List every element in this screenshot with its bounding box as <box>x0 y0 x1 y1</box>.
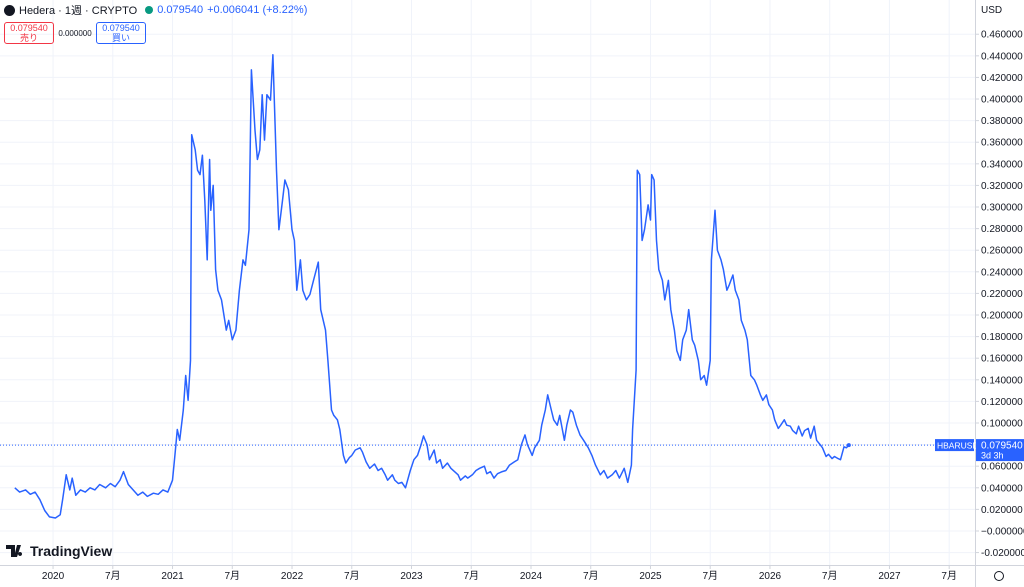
y-tick-label: 0.120000 <box>981 397 1023 408</box>
y-tick-label: 0.400000 <box>981 95 1023 106</box>
x-tick-label: 2020 <box>42 571 65 582</box>
sell-price: 0.079540 <box>10 23 48 33</box>
currency: USD <box>981 5 1002 16</box>
y-tick-label: 0.180000 <box>981 332 1023 343</box>
buy-price: 0.079540 <box>102 23 140 33</box>
logo-text: TradingView <box>30 543 112 559</box>
y-tick-label: 0.440000 <box>981 51 1023 62</box>
x-tick-label: 2026 <box>759 571 782 582</box>
y-tick-label: 0.300000 <box>981 203 1023 214</box>
x-tick-label: 2024 <box>520 571 543 582</box>
x-tick-label: 2021 <box>161 571 184 582</box>
x-tick-label: 7月 <box>941 570 957 582</box>
change: +0.006041 (+8.22%) <box>207 4 308 16</box>
y-tick-label: 0.420000 <box>981 73 1023 84</box>
y-tick-label: 0.320000 <box>981 181 1023 192</box>
price-tag-text: 0.079540 <box>981 441 1023 452</box>
sell-label: 売り <box>19 33 38 43</box>
y-tick-label: 0.280000 <box>981 224 1023 235</box>
symbol-tag <box>935 439 974 452</box>
x-tick-label: 7月 <box>224 570 240 582</box>
x-tick-label: 2025 <box>639 571 662 582</box>
buy-button[interactable]: 0.079540 買い <box>96 22 146 44</box>
x-tick-label: 7月 <box>105 570 121 582</box>
y-tick-label: 0.160000 <box>981 354 1023 365</box>
price-line <box>14 54 850 519</box>
y-tick-label: 0.340000 <box>981 159 1023 170</box>
y-tick-label: -0.020000 <box>981 548 1024 559</box>
y-tick-label: 0.100000 <box>981 418 1023 429</box>
x-tick-label: 7月 <box>583 570 599 582</box>
buy-label: 買い <box>111 33 130 43</box>
tradingview-logo: TradingView <box>6 543 112 559</box>
spread: 0.000000 <box>58 28 92 38</box>
x-tick-label: 2023 <box>400 571 423 582</box>
y-tick-label: 0.200000 <box>981 311 1023 322</box>
y-tick-label: 0.360000 <box>981 138 1023 149</box>
y-tick-label: 0.060000 <box>981 462 1023 473</box>
price: 0.079540 <box>157 4 204 16</box>
y-tick-label: 0.260000 <box>981 246 1023 257</box>
x-tick-label: 2022 <box>281 571 304 582</box>
x-tick-label: 7月 <box>702 570 718 582</box>
y-tick-label: 0.140000 <box>981 375 1023 386</box>
last-point <box>846 443 851 448</box>
y-tick-label: 0.240000 <box>981 267 1023 278</box>
y-tick-label: 0.020000 <box>981 505 1023 516</box>
y-tick-label: 0.380000 <box>981 116 1023 127</box>
x-tick-label: 7月 <box>822 570 838 582</box>
y-tick-label: 0.040000 <box>981 483 1023 494</box>
x-tick-label: 2027 <box>878 571 901 582</box>
sell-button[interactable]: 0.079540 売り <box>4 22 54 44</box>
symbol-icon <box>4 4 15 16</box>
y-tick-label: −0.000000 <box>981 526 1024 537</box>
symbol-tag-text: HBARUSD <box>937 441 979 451</box>
symbol: Hedera · 1週 · CRYPTO <box>19 5 138 17</box>
countdown: 3d 3h <box>981 451 1004 461</box>
market-status <box>145 6 154 14</box>
grid <box>0 0 975 565</box>
x-tick-label: 7月 <box>463 570 479 582</box>
y-tick-label: 0.460000 <box>981 30 1023 41</box>
settings-icon[interactable] <box>994 571 1004 581</box>
y-tick-label: 0.220000 <box>981 289 1023 300</box>
header: Hedera · 1週 · CRYPTO 0.079540 +0.006041 … <box>4 2 307 44</box>
price-tag <box>976 439 1024 462</box>
x-tick-label: 7月 <box>344 570 360 582</box>
